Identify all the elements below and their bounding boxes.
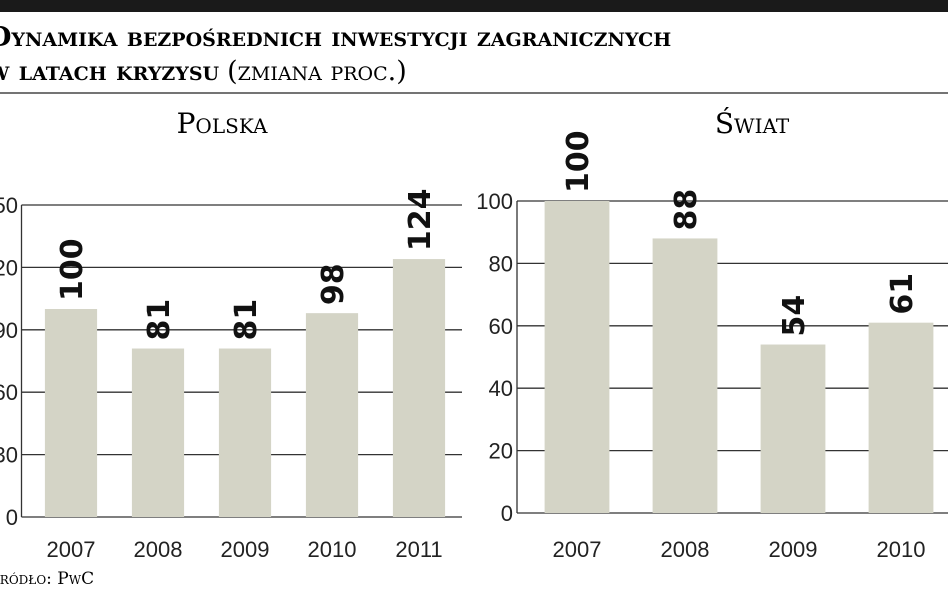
title-line2: w latach kryzysu xyxy=(0,56,220,87)
bar xyxy=(652,238,718,513)
y-tick-label: 40 xyxy=(489,376,513,401)
value-label: 81 xyxy=(142,299,177,341)
value-label: 88 xyxy=(669,189,704,231)
x-tick-label: 2007 xyxy=(553,537,602,562)
bar xyxy=(305,313,359,517)
value-label: 61 xyxy=(885,273,920,315)
x-tick-label: 2009 xyxy=(221,537,270,562)
y-tick-label: 100 xyxy=(476,189,513,214)
x-tick-label: 2008 xyxy=(134,537,183,562)
source: Źródło: PwC xyxy=(0,568,94,589)
y-tick-label: 90 xyxy=(0,318,18,343)
y-tick-label: 80 xyxy=(489,251,513,276)
top-bar xyxy=(0,0,948,12)
title-note: (zmiana proc.) xyxy=(227,56,407,87)
value-label: 81 xyxy=(229,299,264,341)
x-tick-label: 2008 xyxy=(661,537,710,562)
y-tick-label: 0 xyxy=(501,501,513,526)
bar xyxy=(760,344,826,513)
bar xyxy=(392,259,446,517)
x-tick-label: 2009 xyxy=(769,537,818,562)
value-label: 98 xyxy=(316,263,351,305)
y-tick-label: 0 xyxy=(6,505,18,530)
value-label: 54 xyxy=(777,295,812,337)
x-tick-label: 2011 xyxy=(395,537,442,562)
y-tick-label: 60 xyxy=(489,314,513,339)
x-tick-label: 2010 xyxy=(308,537,357,562)
bar xyxy=(868,322,934,513)
x-tick-label: 2010 xyxy=(877,537,926,562)
title-line: w latach kryzysu (zmiana proc.) xyxy=(0,56,407,87)
y-tick-label: 120 xyxy=(0,255,18,280)
subplot-title: Świat xyxy=(715,106,790,140)
value-label: 100 xyxy=(55,238,90,301)
y-tick-label: 30 xyxy=(0,443,18,468)
bar xyxy=(544,201,610,513)
y-tick-label: 60 xyxy=(0,380,18,405)
bar xyxy=(218,348,272,517)
bar xyxy=(131,348,185,517)
subplot-title: Polska xyxy=(177,107,268,140)
value-label: 124 xyxy=(403,188,438,251)
y-tick-label: 20 xyxy=(489,439,513,464)
x-tick-label: 2007 xyxy=(47,537,96,562)
bar xyxy=(44,309,98,517)
value-label: 100 xyxy=(561,130,596,193)
chart-title: Dynamika bezpośrednich inwestycji zagran… xyxy=(0,22,671,53)
y-tick-label: 150 xyxy=(0,193,18,218)
